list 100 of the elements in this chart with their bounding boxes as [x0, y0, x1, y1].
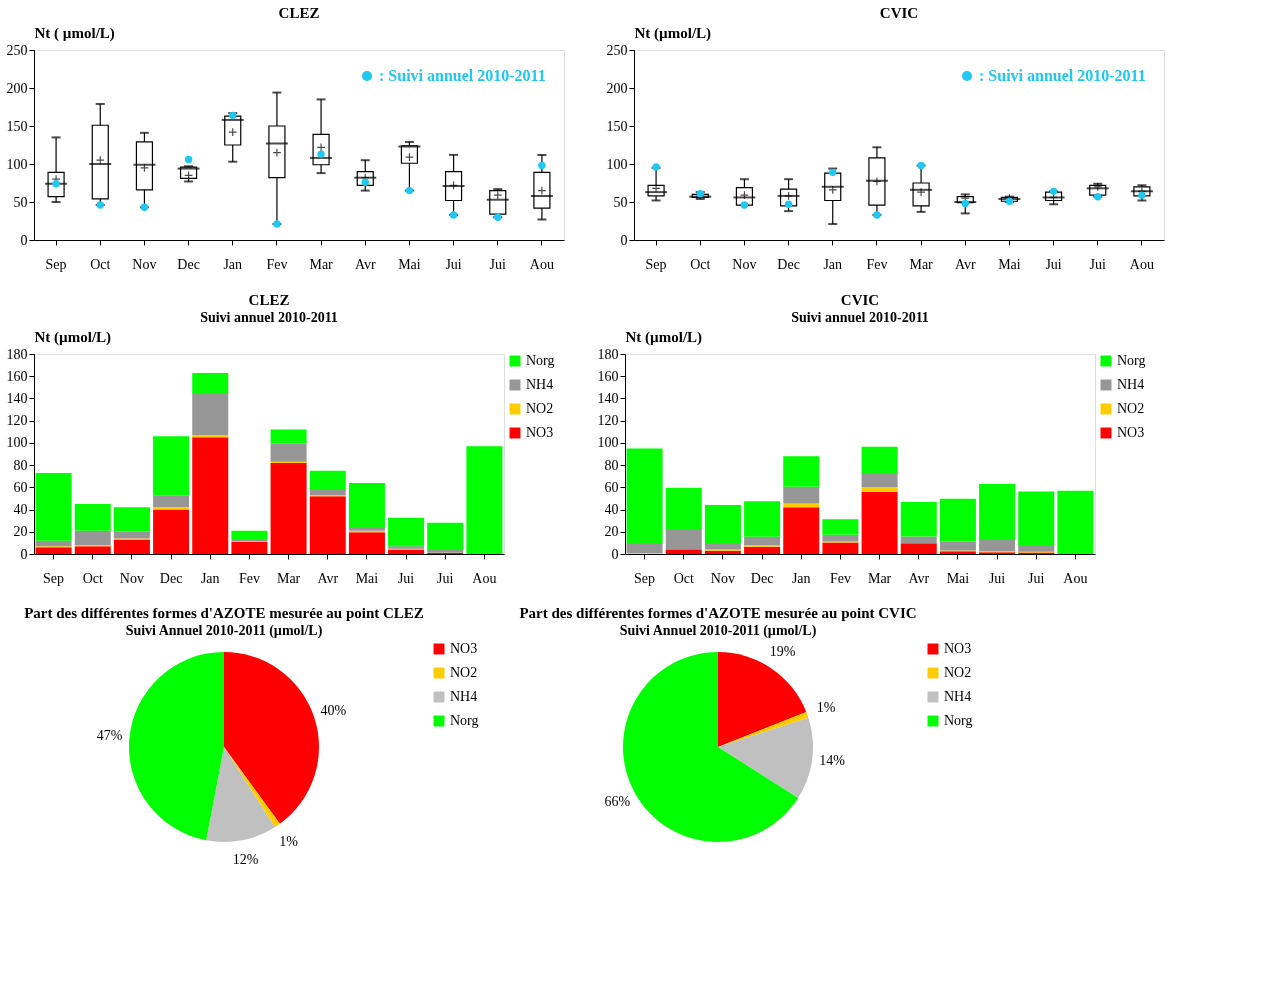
legend-label: NO2: [1117, 401, 1145, 416]
chart-subtitle: Suivi Annuel 2010-2011 (µmol/L): [125, 623, 323, 639]
legend-label: NH4: [450, 689, 478, 704]
x-tick-label: Fev: [266, 256, 288, 272]
x-tick-label: Jui: [1028, 570, 1045, 586]
x-tick-label: Aou: [529, 256, 554, 272]
x-tick-label: Avr: [908, 570, 930, 586]
legend-label: NO3: [526, 425, 554, 440]
x-tick-label: Jan: [223, 256, 243, 272]
y-tick-label: 160: [597, 368, 619, 384]
y-tick-label: 100: [606, 156, 628, 172]
x-tick-label: Jui: [437, 570, 454, 586]
y-tick-label: 120: [597, 413, 619, 429]
x-tick-label: Mai: [946, 570, 970, 586]
x-tick-label: Nov: [119, 570, 144, 586]
x-tick-label: Fev: [238, 570, 260, 586]
x-tick-label: Jui: [1089, 256, 1107, 272]
y-tick-label: 0: [20, 546, 28, 562]
x-tick-label: Fev: [866, 256, 888, 272]
x-tick-label: Mai: [355, 570, 379, 586]
x-tick-label: Avr: [954, 256, 976, 272]
y-tick-label: 250: [6, 42, 28, 58]
y-tick-label: 120: [6, 413, 28, 429]
x-tick-label: Avr: [354, 256, 376, 272]
legend-label: NO2: [450, 665, 478, 680]
legend-label: NH4: [526, 377, 554, 392]
x-tick-label: Jui: [445, 256, 462, 272]
data-label: 66%: [604, 794, 631, 810]
x-tick-label: Dec: [177, 256, 200, 272]
x-tick-label: Aou: [1063, 570, 1088, 586]
y-tick-label: 60: [604, 479, 619, 495]
x-tick-label: Sep: [43, 570, 65, 586]
y-tick-label: 100: [6, 156, 28, 172]
y-tick-label: 180: [6, 346, 28, 362]
x-tick-label: Jui: [489, 256, 507, 272]
x-tick-label: Mai: [398, 256, 421, 272]
legend-label: NO3: [1117, 425, 1145, 440]
y-axis-title: Nt (µmol/L): [625, 328, 703, 346]
chart-subtitle: Suivi annuel 2010-2011: [791, 310, 929, 325]
y-tick-label: 80: [604, 457, 619, 473]
y-tick-label: 0: [20, 232, 28, 248]
x-tick-label: Sep: [634, 570, 656, 586]
data-label: 12%: [232, 851, 259, 867]
y-tick-label: 20: [13, 524, 28, 540]
y-tick-label: 80: [13, 457, 28, 473]
x-tick-label: Oct: [673, 570, 694, 586]
y-tick-label: 150: [606, 118, 628, 134]
chart-subtitle: Suivi Annuel 2010-2011 (µmol/L): [619, 623, 817, 639]
x-tick-label: Mai: [998, 256, 1021, 272]
x-tick-label: Jui: [1045, 256, 1062, 272]
legend-label: NH4: [944, 689, 972, 704]
data-label: 47%: [96, 728, 123, 744]
x-tick-label: Jan: [791, 570, 811, 586]
legend-label: Norg: [450, 713, 479, 728]
y-tick-label: 250: [606, 42, 628, 58]
x-tick-label: Fev: [829, 570, 851, 586]
data-label: 1%: [816, 700, 836, 716]
data-label: 1%: [279, 834, 299, 850]
chart-subtitle: Suivi annuel 2010-2011: [200, 310, 338, 325]
x-tick-label: Oct: [82, 570, 103, 586]
x-tick-label: Nov: [732, 256, 757, 272]
x-tick-label: Nov: [710, 570, 735, 586]
y-tick-label: 0: [620, 232, 628, 248]
y-tick-label: 50: [13, 194, 28, 210]
y-tick-label: 180: [597, 346, 619, 362]
chart-title: CLEZ: [278, 5, 320, 21]
y-tick-label: 0: [611, 546, 619, 562]
y-tick-label: 160: [6, 368, 28, 384]
x-tick-label: Jan: [200, 570, 220, 586]
y-axis-title: Nt ( µmol/L): [34, 24, 115, 42]
legend-label: Norg: [526, 353, 555, 368]
chart-title: Part des différentes formes d'AZOTE mesurée au point CVIC: [519, 605, 917, 621]
legend-label: Norg: [1117, 353, 1146, 368]
data-label: 19%: [769, 643, 796, 659]
chart-title: CLEZ: [248, 292, 290, 308]
chart-title: Part des différentes formes d'AZOTE mesurée au point CLEZ: [24, 605, 424, 621]
chart-title: CVIC: [840, 292, 880, 308]
data-label: 40%: [320, 703, 347, 719]
x-tick-label: Aou: [472, 570, 497, 586]
legend-label: NO2: [944, 665, 972, 680]
legend-label: NO3: [450, 641, 478, 656]
legend-label: NO3: [944, 641, 972, 656]
x-tick-label: Aou: [1129, 256, 1154, 272]
x-tick-label: Avr: [317, 570, 339, 586]
legend-label: : Suivi annuel 2010-2011: [979, 67, 1146, 84]
x-tick-label: Jui: [397, 570, 415, 586]
y-tick-label: 40: [604, 502, 619, 518]
chart-title: CVIC: [879, 5, 919, 21]
x-tick-label: Sep: [45, 256, 67, 272]
x-tick-label: Mar: [309, 256, 334, 272]
y-tick-label: 40: [13, 502, 28, 518]
x-tick-label: Mar: [867, 570, 892, 586]
y-tick-label: 140: [597, 390, 619, 406]
x-tick-label: Mar: [909, 256, 934, 272]
y-tick-label: 140: [6, 390, 28, 406]
x-tick-label: Sep: [645, 256, 667, 272]
legend-label: NH4: [1117, 377, 1145, 392]
legend-label: Norg: [944, 713, 973, 728]
data-label: 14%: [819, 753, 846, 769]
y-axis-title: Nt (µmol/L): [34, 328, 112, 346]
